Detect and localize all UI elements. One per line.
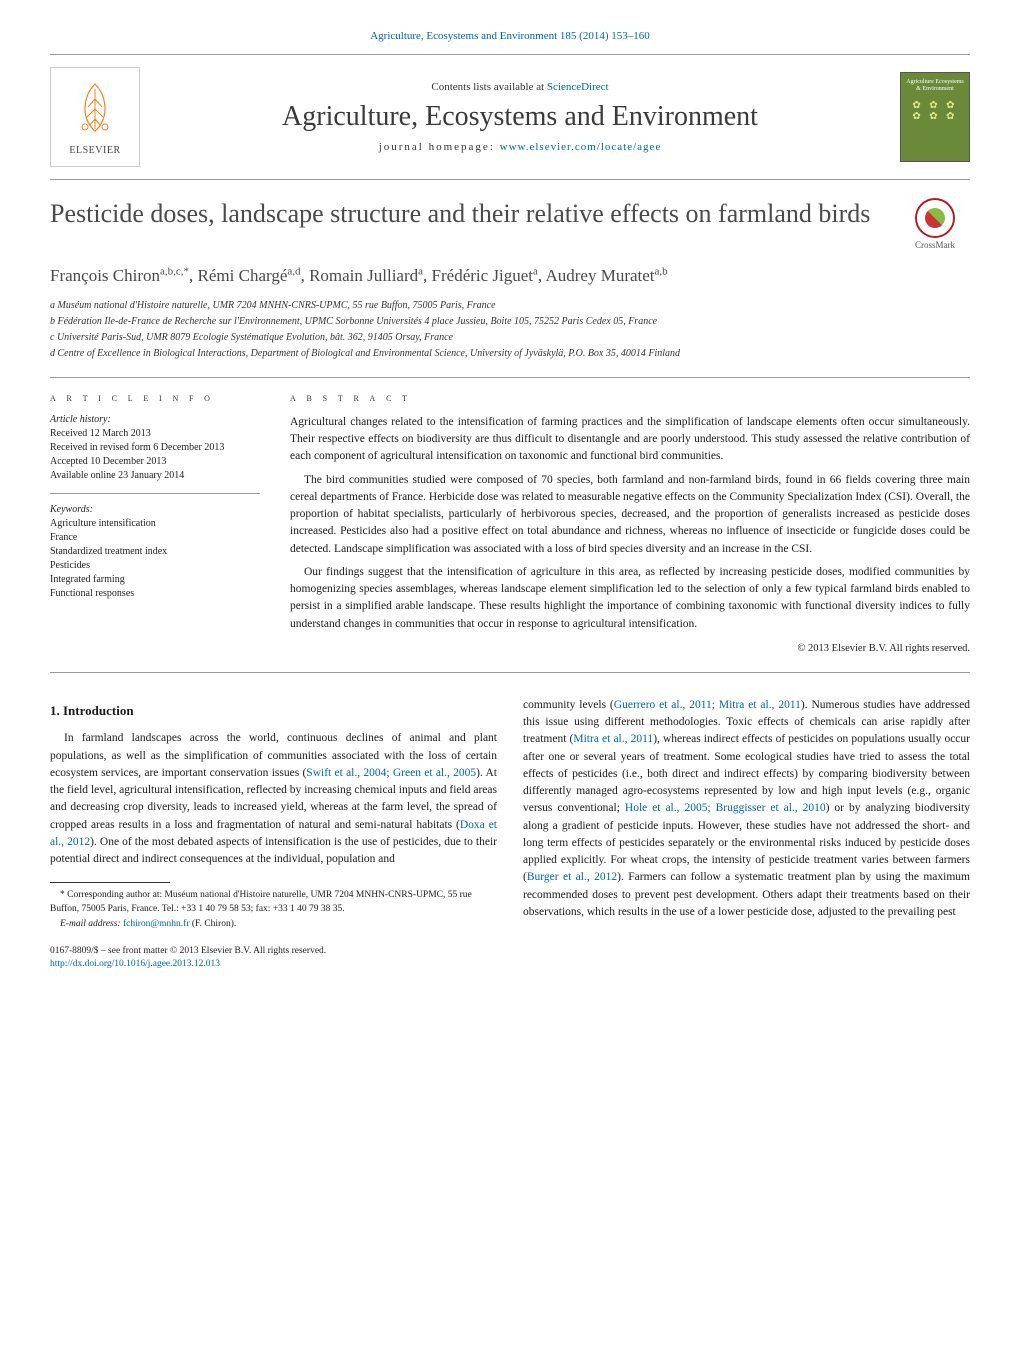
elsevier-label: ELSEVIER <box>69 145 120 156</box>
body-p2-a: community levels ( <box>523 699 614 711</box>
journal-citation: Agriculture, Ecosystems and Environment … <box>50 30 970 42</box>
footer: 0167-8809/$ – see front matter © 2013 El… <box>50 945 497 972</box>
keyword-1: France <box>50 531 260 545</box>
cite-guerrero-mitra[interactable]: Guerrero et al., 2011; Mitra et al., 201… <box>614 699 801 711</box>
body-p1: In farmland landscapes across the world,… <box>50 730 497 868</box>
affiliation-c: c Université Paris-Sud, UMR 8079 Ecologi… <box>50 330 970 345</box>
homepage-prefix: journal homepage: <box>379 141 500 153</box>
journal-homepage: journal homepage: www.elsevier.com/locat… <box>140 141 900 153</box>
history-accepted: Accepted 10 December 2013 <box>50 455 260 469</box>
section-1-heading: 1. Introduction <box>50 701 497 721</box>
history-label: Article history: <box>50 414 260 425</box>
section-number: 1. <box>50 703 60 718</box>
contents-prefix: Contents lists available at <box>431 81 546 93</box>
history-received: Received 12 March 2013 <box>50 427 260 441</box>
cite-mitra[interactable]: Mitra et al., 2011 <box>573 733 653 745</box>
author-5: , Audrey Muratet <box>538 266 655 285</box>
elsevier-logo: ELSEVIER <box>50 67 140 167</box>
author-2-affil: a,d <box>287 265 300 277</box>
keyword-4: Integrated farming <box>50 573 260 587</box>
keyword-5: Functional responses <box>50 587 260 601</box>
abstract-p3: Our findings suggest that the intensific… <box>290 564 970 633</box>
journal-header: ELSEVIER Contents lists available at Sci… <box>50 54 970 180</box>
author-5-affil: a,b <box>655 265 668 277</box>
sciencedirect-link[interactable]: ScienceDirect <box>547 81 609 93</box>
cite-burger[interactable]: Burger et al., 2012 <box>527 871 617 883</box>
author-4: , Frédéric Jiguet <box>423 266 533 285</box>
homepage-url[interactable]: www.elsevier.com/locate/agee <box>500 141 662 153</box>
footnote-corr: * Corresponding author at: Muséum nation… <box>50 889 497 916</box>
footnote-email-suffix: (F. Chiron). <box>190 919 237 929</box>
journal-title: Agriculture, Ecosystems and Environment <box>140 101 900 133</box>
keywords-block: Keywords: Agriculture intensification Fr… <box>50 504 260 601</box>
section-title: Introduction <box>63 703 134 718</box>
affiliation-b: b Fédération Ile-de-France de Recherche … <box>50 314 970 329</box>
title-row: Pesticide doses, landscape structure and… <box>50 198 970 250</box>
article-info-heading: a r t i c l e i n f o <box>50 392 260 404</box>
footer-copyright: 0167-8809/$ – see front matter © 2013 El… <box>50 945 497 958</box>
abstract-copyright: © 2013 Elsevier B.V. All rights reserved… <box>290 643 970 654</box>
article-info: a r t i c l e i n f o Article history: R… <box>50 392 260 654</box>
body-p1-c: ). One of the most debated aspects of in… <box>50 836 497 865</box>
header-center: Contents lists available at ScienceDirec… <box>140 81 900 153</box>
crossmark-badge[interactable]: CrossMark <box>900 198 970 250</box>
footnote-separator <box>50 882 170 883</box>
author-2: , Rémi Chargé <box>189 266 287 285</box>
abstract-heading: a b s t r a c t <box>290 392 970 404</box>
author-1-affil: a,b,c,* <box>160 265 189 277</box>
cover-title: Agriculture Ecosystems & Environment <box>904 79 966 92</box>
article-title: Pesticide doses, landscape structure and… <box>50 198 900 231</box>
body-p2: community levels (Guerrero et al., 2011;… <box>523 697 970 921</box>
info-abstract-row: a r t i c l e i n f o Article history: R… <box>50 377 970 673</box>
crossmark-icon <box>915 198 955 238</box>
body-text: 1. Introduction In farmland landscapes a… <box>50 697 970 972</box>
keyword-2: Standardized treatment index <box>50 545 260 559</box>
author-3: , Romain Julliard <box>301 266 419 285</box>
history-online: Available online 23 January 2014 <box>50 469 260 483</box>
author-list: François Chirona,b,c,*, Rémi Chargéa,d, … <box>50 264 970 288</box>
affiliations: a Muséum national d'Histoire naturelle, … <box>50 298 970 361</box>
keywords-label: Keywords: <box>50 504 260 515</box>
footnote-email-line: E-mail address: fchiron@mnhn.fr (F. Chir… <box>50 918 497 931</box>
cite-swift-green[interactable]: Swift et al., 2004; Green et al., 2005 <box>306 767 476 779</box>
abstract-p1: Agricultural changes related to the inte… <box>290 414 970 466</box>
abstract-p2: The bird communities studied were compos… <box>290 472 970 558</box>
keyword-0: Agriculture intensification <box>50 517 260 531</box>
history-revised: Received in revised form 6 December 2013 <box>50 441 260 455</box>
cite-hole-bruggisser[interactable]: Hole et al., 2005; Bruggisser et al., 20… <box>625 802 826 814</box>
contents-available: Contents lists available at ScienceDirec… <box>140 81 900 93</box>
author-1: François Chiron <box>50 266 160 285</box>
affiliation-a: a Muséum national d'Histoire naturelle, … <box>50 298 970 313</box>
abstract: a b s t r a c t Agricultural changes rel… <box>290 392 970 654</box>
crossmark-inner-icon <box>925 208 945 228</box>
journal-cover-thumb: Agriculture Ecosystems & Environment ✿ ✿… <box>900 72 970 162</box>
elsevier-tree-icon <box>70 79 120 141</box>
crossmark-label: CrossMark <box>900 240 970 250</box>
article-history: Article history: Received 12 March 2013 … <box>50 414 260 494</box>
corresponding-footnote: * Corresponding author at: Muséum nation… <box>50 889 497 931</box>
cover-icons: ✿ ✿ ✿✿ ✿ ✿ <box>912 100 957 122</box>
abstract-text: Agricultural changes related to the inte… <box>290 414 970 633</box>
affiliation-d: d Centre of Excellence in Biological Int… <box>50 346 970 361</box>
keyword-3: Pesticides <box>50 559 260 573</box>
footnote-email-label: E-mail address: <box>60 919 123 929</box>
footer-doi[interactable]: http://dx.doi.org/10.1016/j.agee.2013.12… <box>50 959 220 969</box>
footnote-email[interactable]: fchiron@mnhn.fr <box>123 919 190 929</box>
